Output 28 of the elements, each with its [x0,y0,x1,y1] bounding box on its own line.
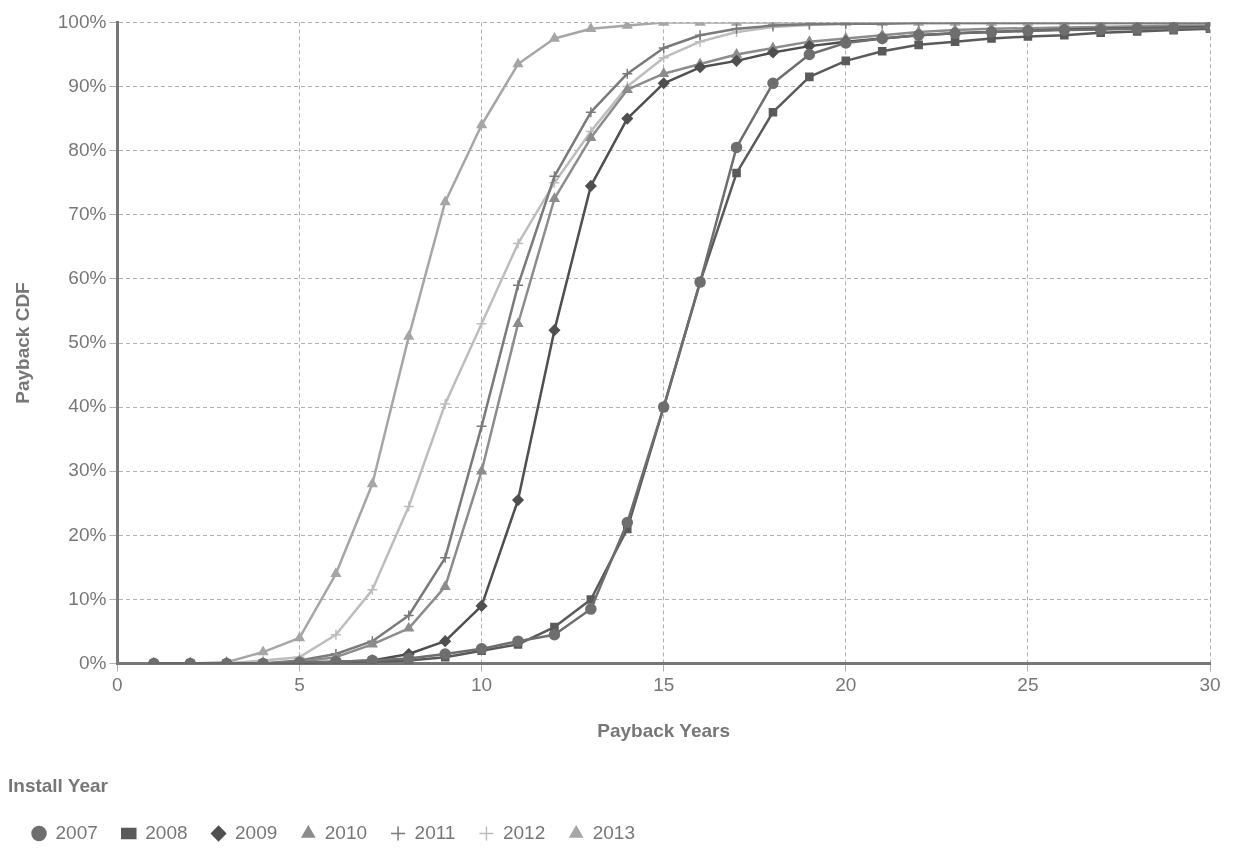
x-tick-label: 10 [471,674,493,696]
legend-label: 2012 [502,821,546,843]
y-tick-label: 70% [68,202,107,224]
y-tick-label: 90% [68,74,107,96]
x-tick-label: 0 [112,674,123,696]
x-tick-label: 25 [1017,674,1039,696]
y-tick-label: 0% [78,651,107,673]
y-tick-label: 60% [68,267,107,289]
y-tick-label: 10% [68,587,107,609]
y-tick-label: 100% [57,10,107,32]
legend-label: 2010 [324,821,368,843]
legend-label: 2008 [145,821,188,843]
x-axis-title: Payback Years [597,720,731,742]
y-tick-label: 80% [68,138,107,160]
legend-label: 2013 [592,821,635,843]
y-tick-label: 50% [68,331,107,353]
x-tick-label: 5 [294,674,305,696]
x-tick-label: 30 [1199,674,1221,696]
legend-title: Install Year [8,774,109,796]
x-tick-label: 20 [835,674,857,696]
legend-label: 2009 [235,821,278,843]
legend-label: 2007 [55,821,98,843]
y-tick-label: 40% [68,395,107,417]
y-tick-label: 30% [68,459,107,481]
y-axis-title: Payback CDF [11,282,33,404]
x-tick-label: 15 [653,674,675,696]
legend-label: 2011 [414,821,456,843]
y-tick-label: 20% [68,523,107,545]
